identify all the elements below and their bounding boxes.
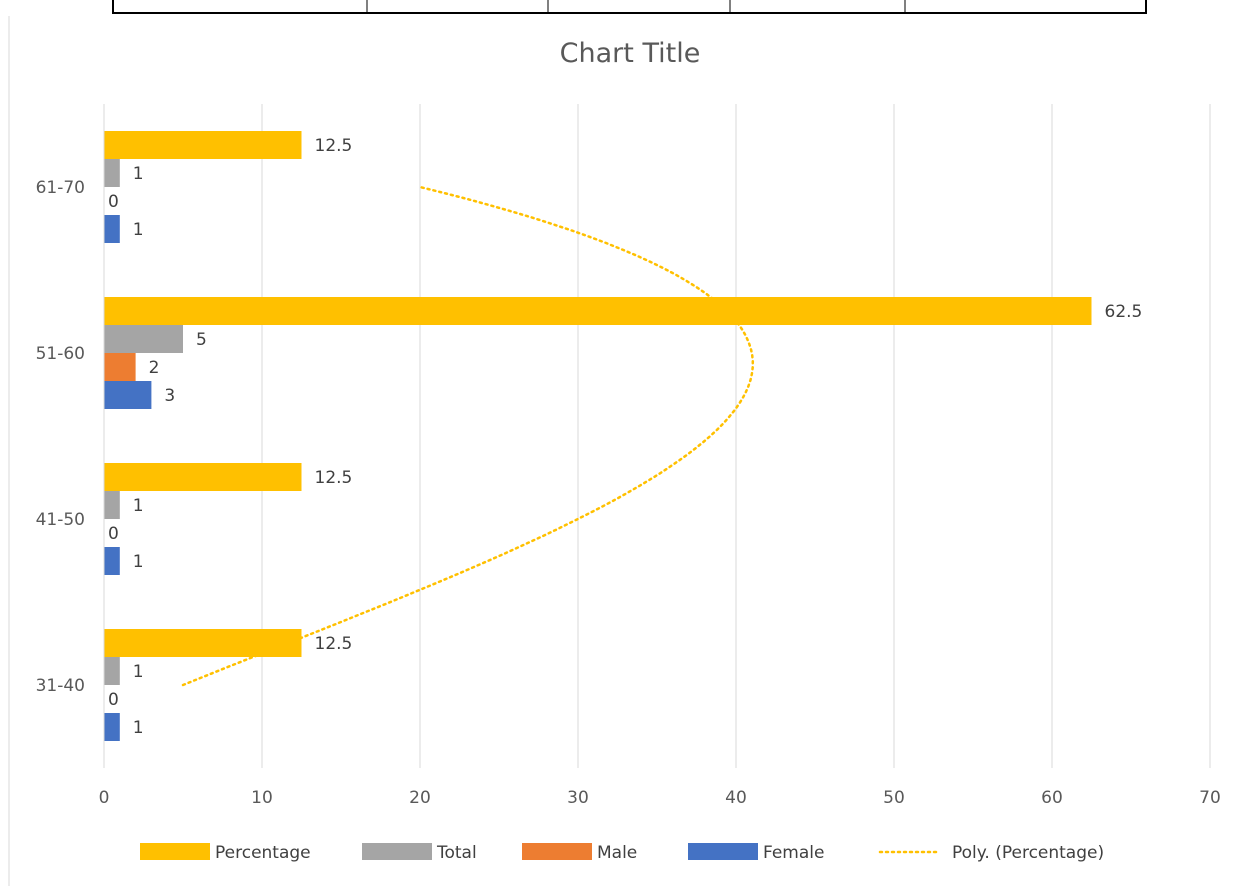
legend-item: Poly. (Percentage) [878, 843, 1104, 863]
legend-swatch [362, 843, 432, 860]
data-label: 1 [133, 496, 144, 516]
legend-item: Percentage [140, 843, 311, 863]
legend-label: Male [597, 843, 637, 863]
bar-total [104, 325, 183, 353]
x-tick-label: 0 [99, 788, 110, 808]
legend-label: Percentage [215, 843, 311, 863]
y-tick-label: 51-60 [36, 344, 85, 364]
data-label: 12.5 [315, 468, 353, 488]
bar-percentage [104, 463, 302, 491]
y-tick-label: 41-50 [36, 510, 85, 530]
bar-percentage [104, 297, 1092, 325]
bar-percentage [104, 131, 302, 159]
trendline-path [181, 185, 755, 687]
bar-female [104, 381, 152, 409]
bar-male [104, 353, 136, 381]
legend-label: Total [436, 843, 477, 863]
data-label: 1 [133, 164, 144, 184]
data-label: 3 [164, 386, 175, 406]
x-tick-label: 20 [409, 788, 431, 808]
data-label: 1 [133, 220, 144, 240]
bar-total [104, 491, 120, 519]
bar-total [104, 159, 120, 187]
bar-percentage [104, 629, 302, 657]
legend-label: Poly. (Percentage) [952, 843, 1104, 863]
legend-item: Female [688, 843, 824, 863]
bars [104, 131, 1092, 741]
x-tick-label: 60 [1041, 788, 1063, 808]
y-tick-label: 61-70 [36, 178, 85, 198]
data-label: 12.5 [315, 136, 353, 156]
legend-item: Male [522, 843, 637, 863]
legend-swatch [688, 843, 758, 860]
data-label: 0 [108, 524, 119, 544]
x-axis-ticks: 0 10 20 30 40 50 60 70 [99, 788, 1221, 808]
bar-female [104, 215, 120, 243]
bar-female [104, 713, 120, 741]
x-tick-label: 30 [567, 788, 589, 808]
chart-title: Chart Title [560, 38, 701, 69]
data-label: 0 [108, 192, 119, 212]
x-tick-label: 10 [251, 788, 273, 808]
x-tick-label: 70 [1199, 788, 1221, 808]
trendline [181, 185, 755, 687]
x-tick-label: 40 [725, 788, 747, 808]
data-label: 12.5 [315, 634, 353, 654]
y-axis-ticks: 31-40 41-50 51-60 61-70 [36, 178, 85, 696]
data-label: 62.5 [1105, 302, 1143, 322]
legend-item: Total [362, 843, 477, 863]
data-label: 1 [133, 552, 144, 572]
bar-total [104, 657, 120, 685]
table-fragment [112, 0, 1147, 14]
data-label: 2 [149, 358, 160, 378]
data-label: 0 [108, 690, 119, 710]
legend: Percentage Total Male Female Poly. (Percenta… [140, 843, 1104, 863]
legend-swatch [522, 843, 592, 860]
legend-swatch [140, 843, 210, 860]
data-label: 5 [196, 330, 207, 350]
legend-label: Female [763, 843, 824, 863]
bar-female [104, 547, 120, 575]
y-tick-label: 31-40 [36, 676, 85, 696]
data-label: 1 [133, 718, 144, 738]
x-tick-label: 50 [883, 788, 905, 808]
grid-lines [261, 104, 1211, 768]
data-label: 1 [133, 662, 144, 682]
